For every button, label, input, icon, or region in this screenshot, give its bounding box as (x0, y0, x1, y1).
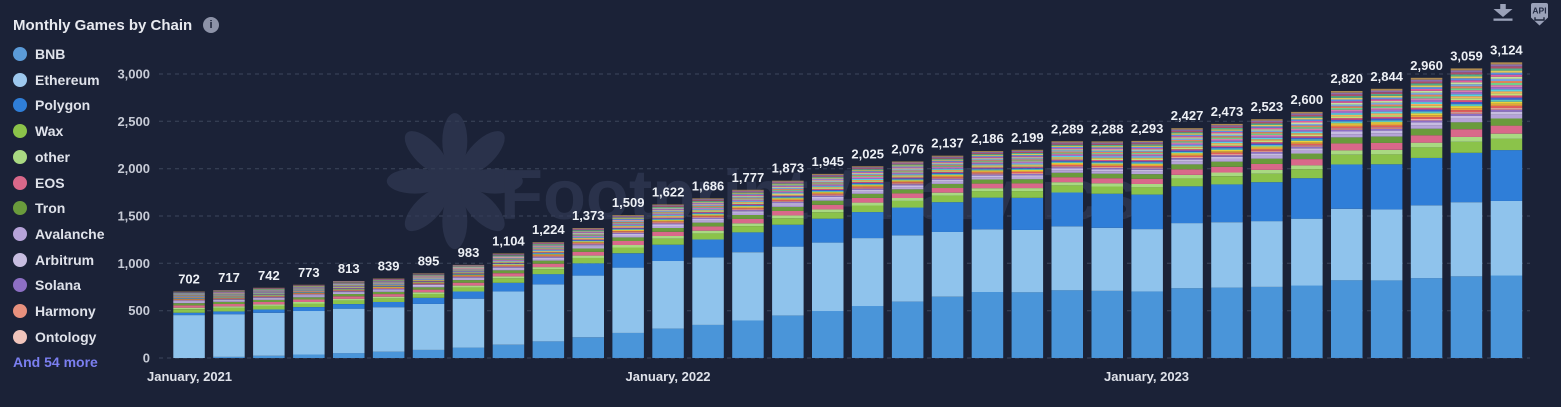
svg-text:702: 702 (178, 272, 200, 287)
svg-text:839: 839 (378, 259, 400, 274)
svg-text:2,500: 2,500 (117, 114, 150, 129)
svg-text:895: 895 (418, 253, 440, 268)
svg-text:1,509: 1,509 (612, 195, 645, 210)
svg-text:2,427: 2,427 (1171, 108, 1204, 123)
svg-text:742: 742 (258, 268, 280, 283)
svg-text:2,137: 2,137 (931, 136, 964, 151)
svg-text:January, 2022: January, 2022 (626, 369, 711, 384)
svg-text:3,124: 3,124 (1490, 42, 1523, 57)
svg-text:1,000: 1,000 (117, 256, 150, 271)
svg-text:717: 717 (218, 270, 240, 285)
svg-text:1,622: 1,622 (652, 184, 685, 199)
svg-text:2,076: 2,076 (891, 141, 924, 156)
svg-text:2,844: 2,844 (1370, 69, 1403, 84)
svg-text:2,199: 2,199 (1011, 130, 1044, 145)
svg-text:2,186: 2,186 (971, 131, 1004, 146)
svg-text:2,025: 2,025 (851, 146, 884, 161)
svg-text:1,945: 1,945 (811, 154, 844, 169)
svg-text:2,293: 2,293 (1131, 121, 1164, 136)
svg-text:1,686: 1,686 (692, 178, 725, 193)
svg-text:773: 773 (298, 265, 320, 280)
svg-text:January, 2021: January, 2021 (147, 369, 232, 384)
svg-text:2,820: 2,820 (1330, 71, 1363, 86)
svg-text:January, 2023: January, 2023 (1104, 369, 1189, 384)
svg-text:2,600: 2,600 (1291, 92, 1324, 107)
svg-text:983: 983 (458, 245, 480, 260)
svg-text:1,224: 1,224 (532, 222, 565, 237)
svg-text:2,289: 2,289 (1051, 121, 1084, 136)
svg-text:2,288: 2,288 (1091, 121, 1124, 136)
svg-text:2,523: 2,523 (1251, 99, 1284, 114)
svg-text:3,000: 3,000 (117, 67, 150, 82)
svg-text:1,873: 1,873 (772, 161, 805, 176)
svg-text:2,960: 2,960 (1410, 58, 1443, 73)
svg-text:1,500: 1,500 (117, 209, 150, 224)
svg-text:1,373: 1,373 (572, 208, 605, 223)
svg-text:2,000: 2,000 (117, 161, 150, 176)
svg-text:API: API (1532, 6, 1546, 16)
svg-text:813: 813 (338, 261, 360, 276)
svg-text:1,777: 1,777 (732, 170, 765, 185)
svg-text:1,104: 1,104 (492, 233, 525, 248)
svg-text:0: 0 (143, 351, 150, 366)
svg-text:500: 500 (128, 303, 150, 318)
svg-text:3,059: 3,059 (1450, 48, 1483, 63)
svg-text:2,473: 2,473 (1211, 104, 1244, 119)
